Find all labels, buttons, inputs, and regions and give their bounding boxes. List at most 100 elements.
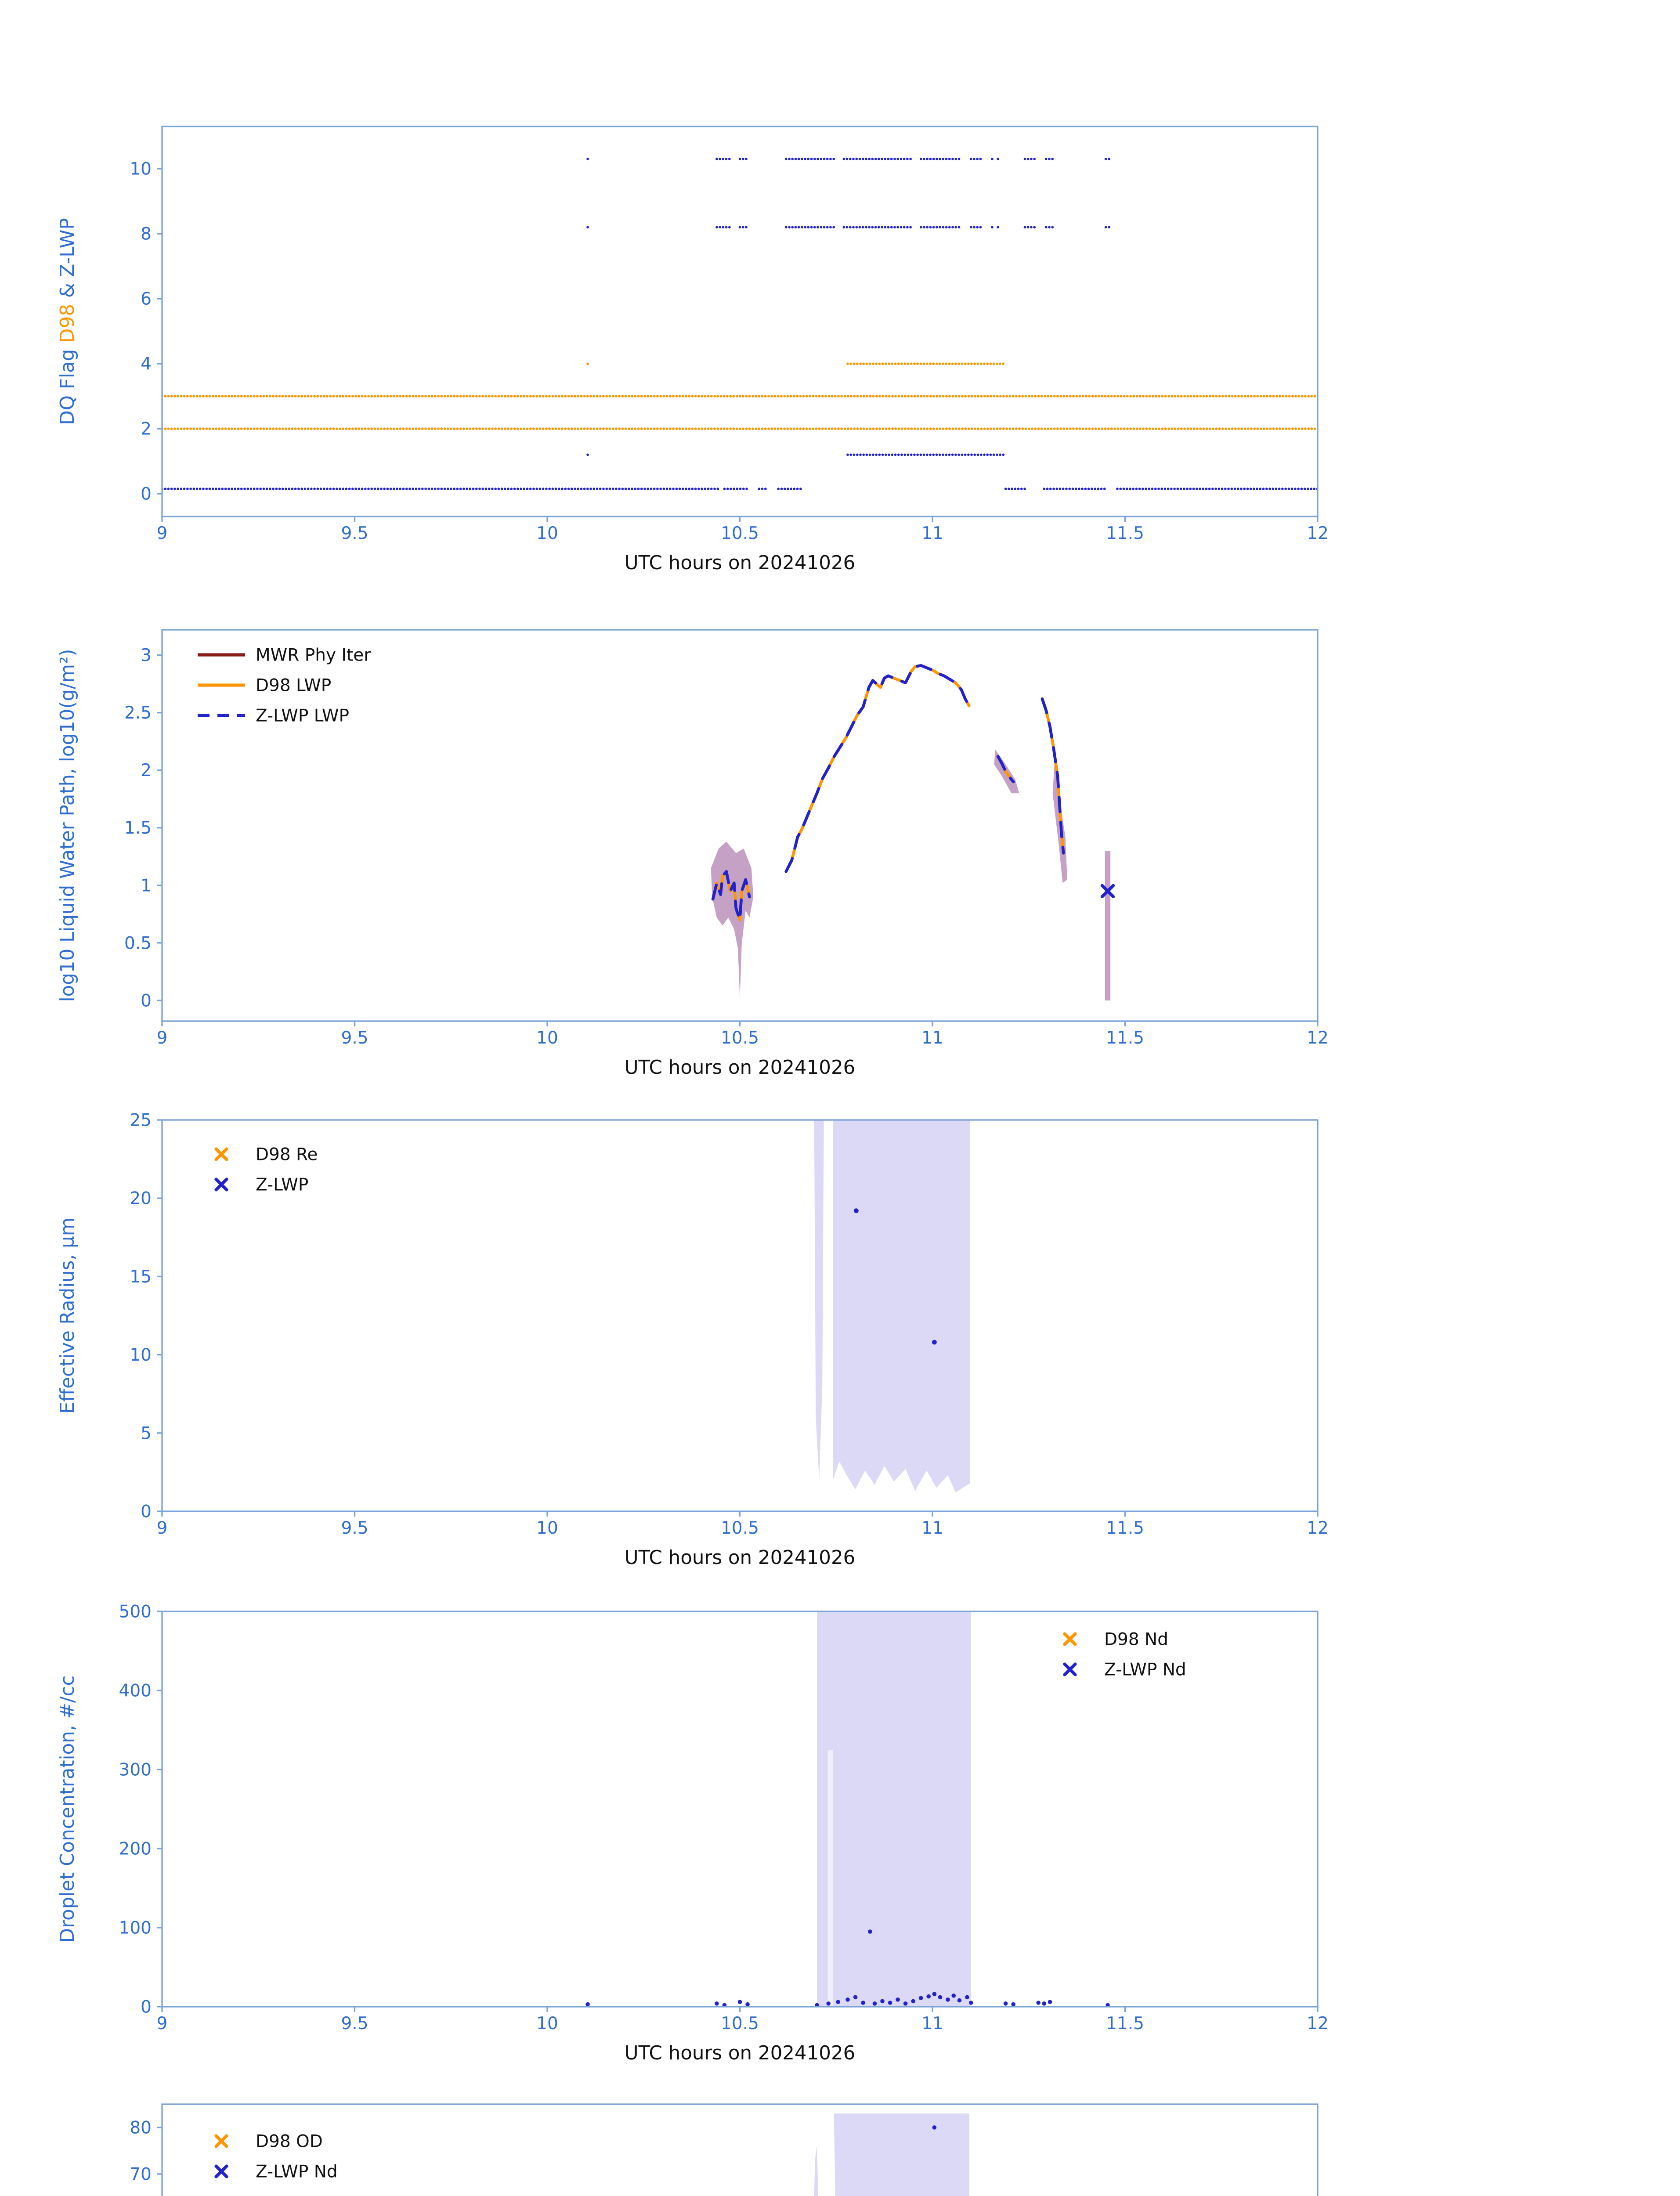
plot-area	[814, 2113, 970, 2196]
x-tick-label: 9.5	[341, 1028, 368, 1048]
y-tick-label: 6	[141, 289, 152, 309]
shaded-band	[833, 1120, 970, 1493]
y-tick-label: 300	[119, 1760, 152, 1780]
legend-label: Z-LWP LWP	[256, 706, 349, 726]
legend-label: Z-LWP Nd	[1104, 1660, 1186, 1680]
x-tick-label: 9.5	[341, 1518, 368, 1538]
legend-marker-x	[1063, 1632, 1077, 1646]
legend-label: Z-LWP	[256, 1175, 308, 1195]
axes: 9 9.5 10 10.5 11 11.5 12 0 100 200 300 400 500 UTC ho…	[119, 1602, 1329, 2065]
y-tick-label: 10	[130, 1345, 152, 1365]
chart-panel-droplet-concentration: 9 9.5 10 10.5 11 11.5 12 0 100 200 300 400 500 UTC ho…	[57, 1602, 1329, 2065]
legend-label: D98 Nd	[1104, 1630, 1168, 1650]
y-tick-label: 1	[141, 876, 152, 896]
y-tick-label: 100	[119, 1918, 152, 1938]
shaded-band	[834, 2113, 970, 2196]
y-tick-label: 500	[119, 1602, 152, 1622]
scatter-series	[585, 1929, 1110, 2007]
x-tick-label: 10.5	[721, 2014, 759, 2033]
plot-area	[814, 1120, 970, 1493]
y-tick-label: 2	[141, 419, 152, 439]
legend-marker-x	[214, 2134, 228, 2148]
x-tick-label: 11.5	[1106, 1028, 1144, 1048]
y-tick-label: 5	[141, 1423, 152, 1443]
legend-label: D98 OD	[256, 2132, 323, 2152]
y-tick-label: 0	[141, 1997, 152, 2017]
y-tick-label: 8	[141, 224, 152, 244]
x-tick-label: 11	[921, 524, 943, 543]
x-tick-label: 9.5	[341, 2014, 368, 2033]
y-tick-label: 15	[130, 1267, 152, 1287]
x-tick-label: 11	[921, 2014, 943, 2033]
y-tick-label: 2.5	[124, 703, 152, 723]
scatter-series	[853, 1208, 937, 1345]
y-tick-label: 25	[130, 1111, 152, 1131]
y-axis-label: Droplet Concentration, #/cc	[57, 1676, 79, 1943]
x-tick-label: 10	[536, 524, 558, 543]
y-axis-label: Effective Radius, μm	[57, 1217, 79, 1414]
x-axis-label: UTC hours on 20241026	[625, 552, 856, 574]
x-tick-label: 11	[921, 1518, 943, 1538]
x-tick-label: 9	[157, 1028, 168, 1048]
legend: D98 OD Z-LWP Nd	[214, 2132, 338, 2182]
series-d98-lwp	[711, 664, 1065, 921]
shaded-band	[814, 1120, 824, 1480]
legend: D98 Re Z-LWP	[214, 1145, 318, 1195]
chart-panel-dq-flag: 9 9.5 10 10.5 11 11.5 12 0 2 4 6 8 10 UTC hours on 20…	[57, 126, 1329, 574]
legend-marker-x	[214, 1147, 228, 1161]
x-tick-label: 12	[1307, 1518, 1329, 1538]
y-tick-label: 0	[141, 1502, 152, 1522]
x-tick-label: 9	[157, 524, 168, 543]
y-tick-label: 80	[130, 2118, 152, 2138]
y-tick-label: 0	[141, 991, 152, 1011]
legend-label: Z-LWP Nd	[256, 2162, 338, 2182]
y-tick-label: 70	[130, 2164, 152, 2184]
plot-area	[711, 664, 1115, 1000]
y-tick-label: 0	[141, 484, 152, 504]
series-mwr-phy-iter	[712, 664, 1065, 921]
x-tick-label: 12	[1307, 1028, 1329, 1048]
y-tick-label: 0.5	[124, 933, 152, 953]
x-tick-label: 11.5	[1106, 2014, 1144, 2033]
axes: 9 9.5 10 10.5 11 11.5 12 0 5 10 15 20 25 UTC hours on…	[130, 1111, 1328, 1569]
x-tick-label: 11.5	[1106, 524, 1144, 543]
shaded-band	[1105, 851, 1111, 1000]
y-tick-label: 1.5	[124, 818, 152, 838]
y-tick-label: 4	[141, 354, 152, 374]
shaded-band	[827, 1750, 833, 2007]
legend-marker-x	[214, 2164, 228, 2178]
shaded-band	[711, 842, 754, 998]
x-axis-label: UTC hours on 20241026	[625, 1547, 856, 1569]
legend: D98 Nd Z-LWP Nd	[1063, 1630, 1186, 1680]
x-tick-label: 10.5	[721, 1028, 759, 1048]
y-tick-label: 20	[130, 1189, 152, 1209]
y-tick-label: 2	[141, 761, 152, 780]
x-tick-label: 9	[157, 2014, 168, 2033]
series-z-lwp-lwp	[711, 664, 1065, 921]
plot-area	[585, 1611, 1110, 2007]
x-tick-label: 10.5	[721, 524, 759, 543]
data-x-marker	[1100, 884, 1115, 899]
legend-label: MWR Phy Iter	[256, 646, 371, 665]
x-tick-label: 10.5	[721, 1518, 759, 1538]
axes: 9 9.5 10 10.5 11 11.5 12 0 2 4 6 8 10 UTC hours on 20…	[130, 126, 1329, 574]
y-tick-label: 10	[130, 159, 152, 179]
x-axis-label: UTC hours on 20241026	[625, 2042, 856, 2064]
legend: MWR Phy Iter D98 LWP Z-LWP LWP	[198, 646, 371, 726]
y-tick-label: 400	[119, 1681, 152, 1701]
x-tick-label: 11.5	[1106, 1518, 1144, 1538]
shaded-band	[817, 1611, 971, 2007]
y-axis-label: log10 Liquid Water Path, log10(g/m²)	[57, 649, 79, 1002]
y-tick-label: 200	[119, 1839, 152, 1859]
x-tick-label: 10	[536, 2014, 558, 2033]
x-tick-label: 12	[1307, 2014, 1329, 2033]
shaded-band	[814, 2146, 819, 2196]
x-tick-label: 9.5	[341, 524, 368, 543]
x-tick-label: 10	[536, 1028, 558, 1048]
legend-marker-x	[1063, 1662, 1077, 1676]
x-axis-label: UTC hours on 20241026	[625, 1057, 856, 1079]
scatter-series	[932, 2125, 937, 2130]
